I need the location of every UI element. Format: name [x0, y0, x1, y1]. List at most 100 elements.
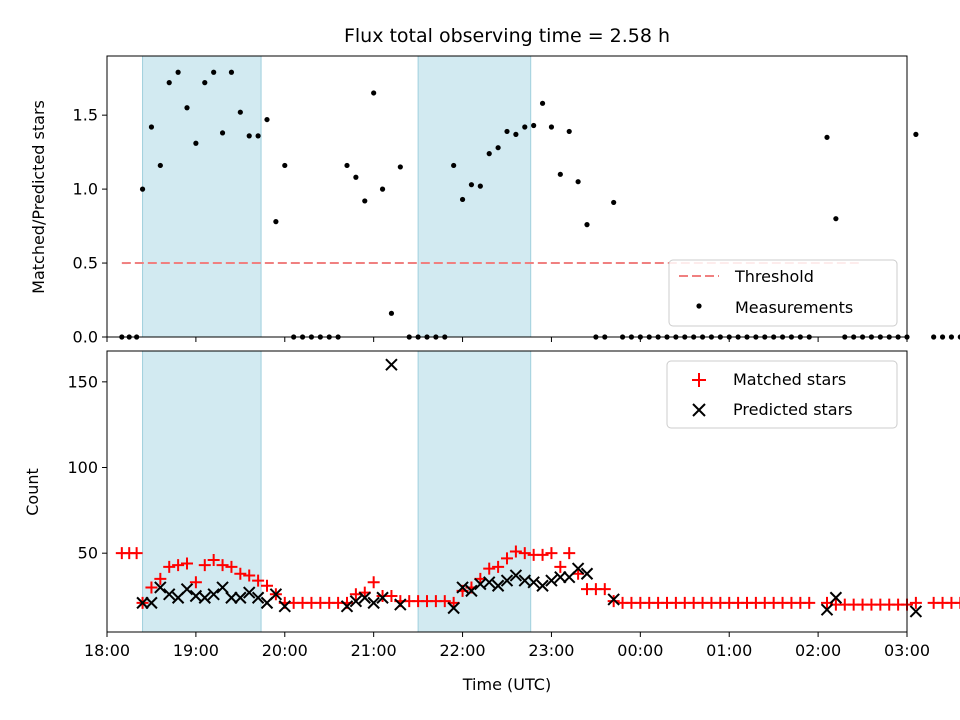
measurement-point — [148, 124, 155, 130]
matched-star-point — [563, 547, 576, 560]
y-tick-label: 1.0 — [73, 180, 98, 199]
observing-window-2 — [417, 55, 532, 338]
predicted-star-point — [909, 605, 923, 618]
matched-star-point — [367, 576, 380, 589]
matched-star-point — [225, 560, 238, 573]
x-tick-label: 01:00 — [706, 641, 752, 660]
predicted-star-point — [207, 588, 220, 601]
x-tick-label: 20:00 — [262, 641, 308, 660]
predicted-star-point — [447, 601, 460, 615]
measurement-point — [371, 90, 377, 96]
measurement-point — [504, 128, 510, 135]
measurement-point — [522, 124, 528, 130]
measurement-point — [566, 128, 572, 135]
matched-star-point — [198, 559, 211, 572]
measurement-point — [273, 219, 279, 225]
measurement-point — [184, 105, 190, 111]
matched-star-point — [130, 547, 143, 560]
predicted-star-point — [358, 591, 371, 604]
measurement-point — [957, 334, 960, 340]
y-tick-label: 50 — [78, 544, 98, 563]
matched-star-point — [536, 548, 549, 561]
predicted-star-point — [509, 569, 523, 582]
matched-star-point — [492, 560, 505, 573]
predicted-star-point — [500, 574, 514, 587]
x-tick-label: 23:00 — [528, 641, 574, 660]
matched-star-point — [172, 559, 185, 572]
measurement-point — [202, 80, 208, 86]
measurement-point — [495, 145, 501, 151]
predicted-star-point — [491, 579, 505, 592]
legend-measurements-swatch — [696, 303, 702, 309]
measurement-point — [575, 179, 581, 185]
matched-star-point — [234, 567, 247, 580]
matched-star-point — [189, 576, 202, 589]
chart-title: Flux total observing time = 2.58 h — [344, 25, 670, 47]
measurement-point — [388, 310, 395, 316]
top-legend: Threshold Measurements — [668, 259, 898, 327]
legend-measurements-label: Measurements — [735, 298, 853, 317]
matched-star-point — [483, 562, 496, 575]
top-observing-windows — [142, 55, 532, 338]
measurement-point — [379, 186, 386, 192]
predicted-star-point — [349, 594, 363, 608]
observing-window-1 — [142, 55, 262, 338]
matched-star-point — [501, 552, 513, 565]
measurement-point — [531, 122, 537, 129]
measurement-point — [237, 109, 243, 115]
predicted-star-point — [829, 591, 843, 604]
predicted-star-point — [580, 567, 594, 580]
predicted-star-point — [385, 358, 398, 371]
matched-star-point — [598, 583, 611, 596]
measurement-point — [539, 100, 546, 106]
measurement-point — [264, 116, 270, 123]
measurement-point — [211, 69, 217, 75]
predicted-star-point — [269, 588, 283, 601]
top-y-axis: 0.0 0.5 1.0 1.5 — [73, 106, 107, 347]
predicted-star-point — [198, 591, 211, 604]
predicted-star-point — [545, 574, 558, 587]
observing-window-1 — [142, 350, 262, 633]
measurement-point — [833, 216, 839, 222]
predicted-star-point — [278, 600, 291, 613]
measurement-point — [228, 69, 235, 75]
measurement-point — [824, 134, 830, 140]
y-tick-label: 0.0 — [73, 328, 98, 347]
measurement-point — [913, 131, 919, 137]
matched-star-point — [518, 547, 531, 560]
predicted-star-point — [820, 603, 834, 616]
matched-star-point — [554, 560, 567, 573]
matched-star-point — [163, 560, 176, 573]
top-plot-frame — [106, 55, 908, 338]
matched-star-point — [438, 595, 451, 608]
top-y-axis-label: Matched/Predicted stars — [29, 100, 48, 294]
measurement-point — [459, 196, 466, 203]
matched-star-point — [145, 581, 158, 594]
bottom-legend-box — [666, 360, 898, 429]
legend-threshold-label: Threshold — [734, 267, 814, 286]
measurement-point — [477, 183, 483, 189]
measurement-point — [513, 131, 519, 137]
predicted-star-point — [465, 584, 478, 598]
matched-star-point — [154, 572, 167, 585]
legend-predicted-label: Predicted stars — [733, 400, 853, 419]
measurement-point — [255, 133, 261, 139]
predicted-star-point — [145, 596, 158, 610]
measurement-point — [939, 334, 946, 340]
measurement-point — [397, 164, 403, 170]
measurement-point — [157, 162, 163, 169]
predicted-star-point — [571, 562, 585, 575]
top-legend-box — [668, 259, 898, 327]
matched-star-point — [545, 547, 558, 560]
measurement-point — [557, 171, 563, 177]
measurement-point — [451, 162, 457, 169]
x-tick-label: 03:00 — [884, 641, 930, 660]
legend-predicted-swatch — [692, 403, 706, 417]
bottom-x-axis: 18:00 19:00 20:00 21:00 22:00 23:00 00:00 01:00… — [84, 632, 930, 660]
predicted-star-point — [483, 576, 496, 589]
legend-matched-swatch — [692, 373, 706, 387]
predicted-star-point — [225, 591, 238, 604]
matched-star-point — [207, 554, 220, 567]
matched-star-point — [509, 545, 522, 558]
